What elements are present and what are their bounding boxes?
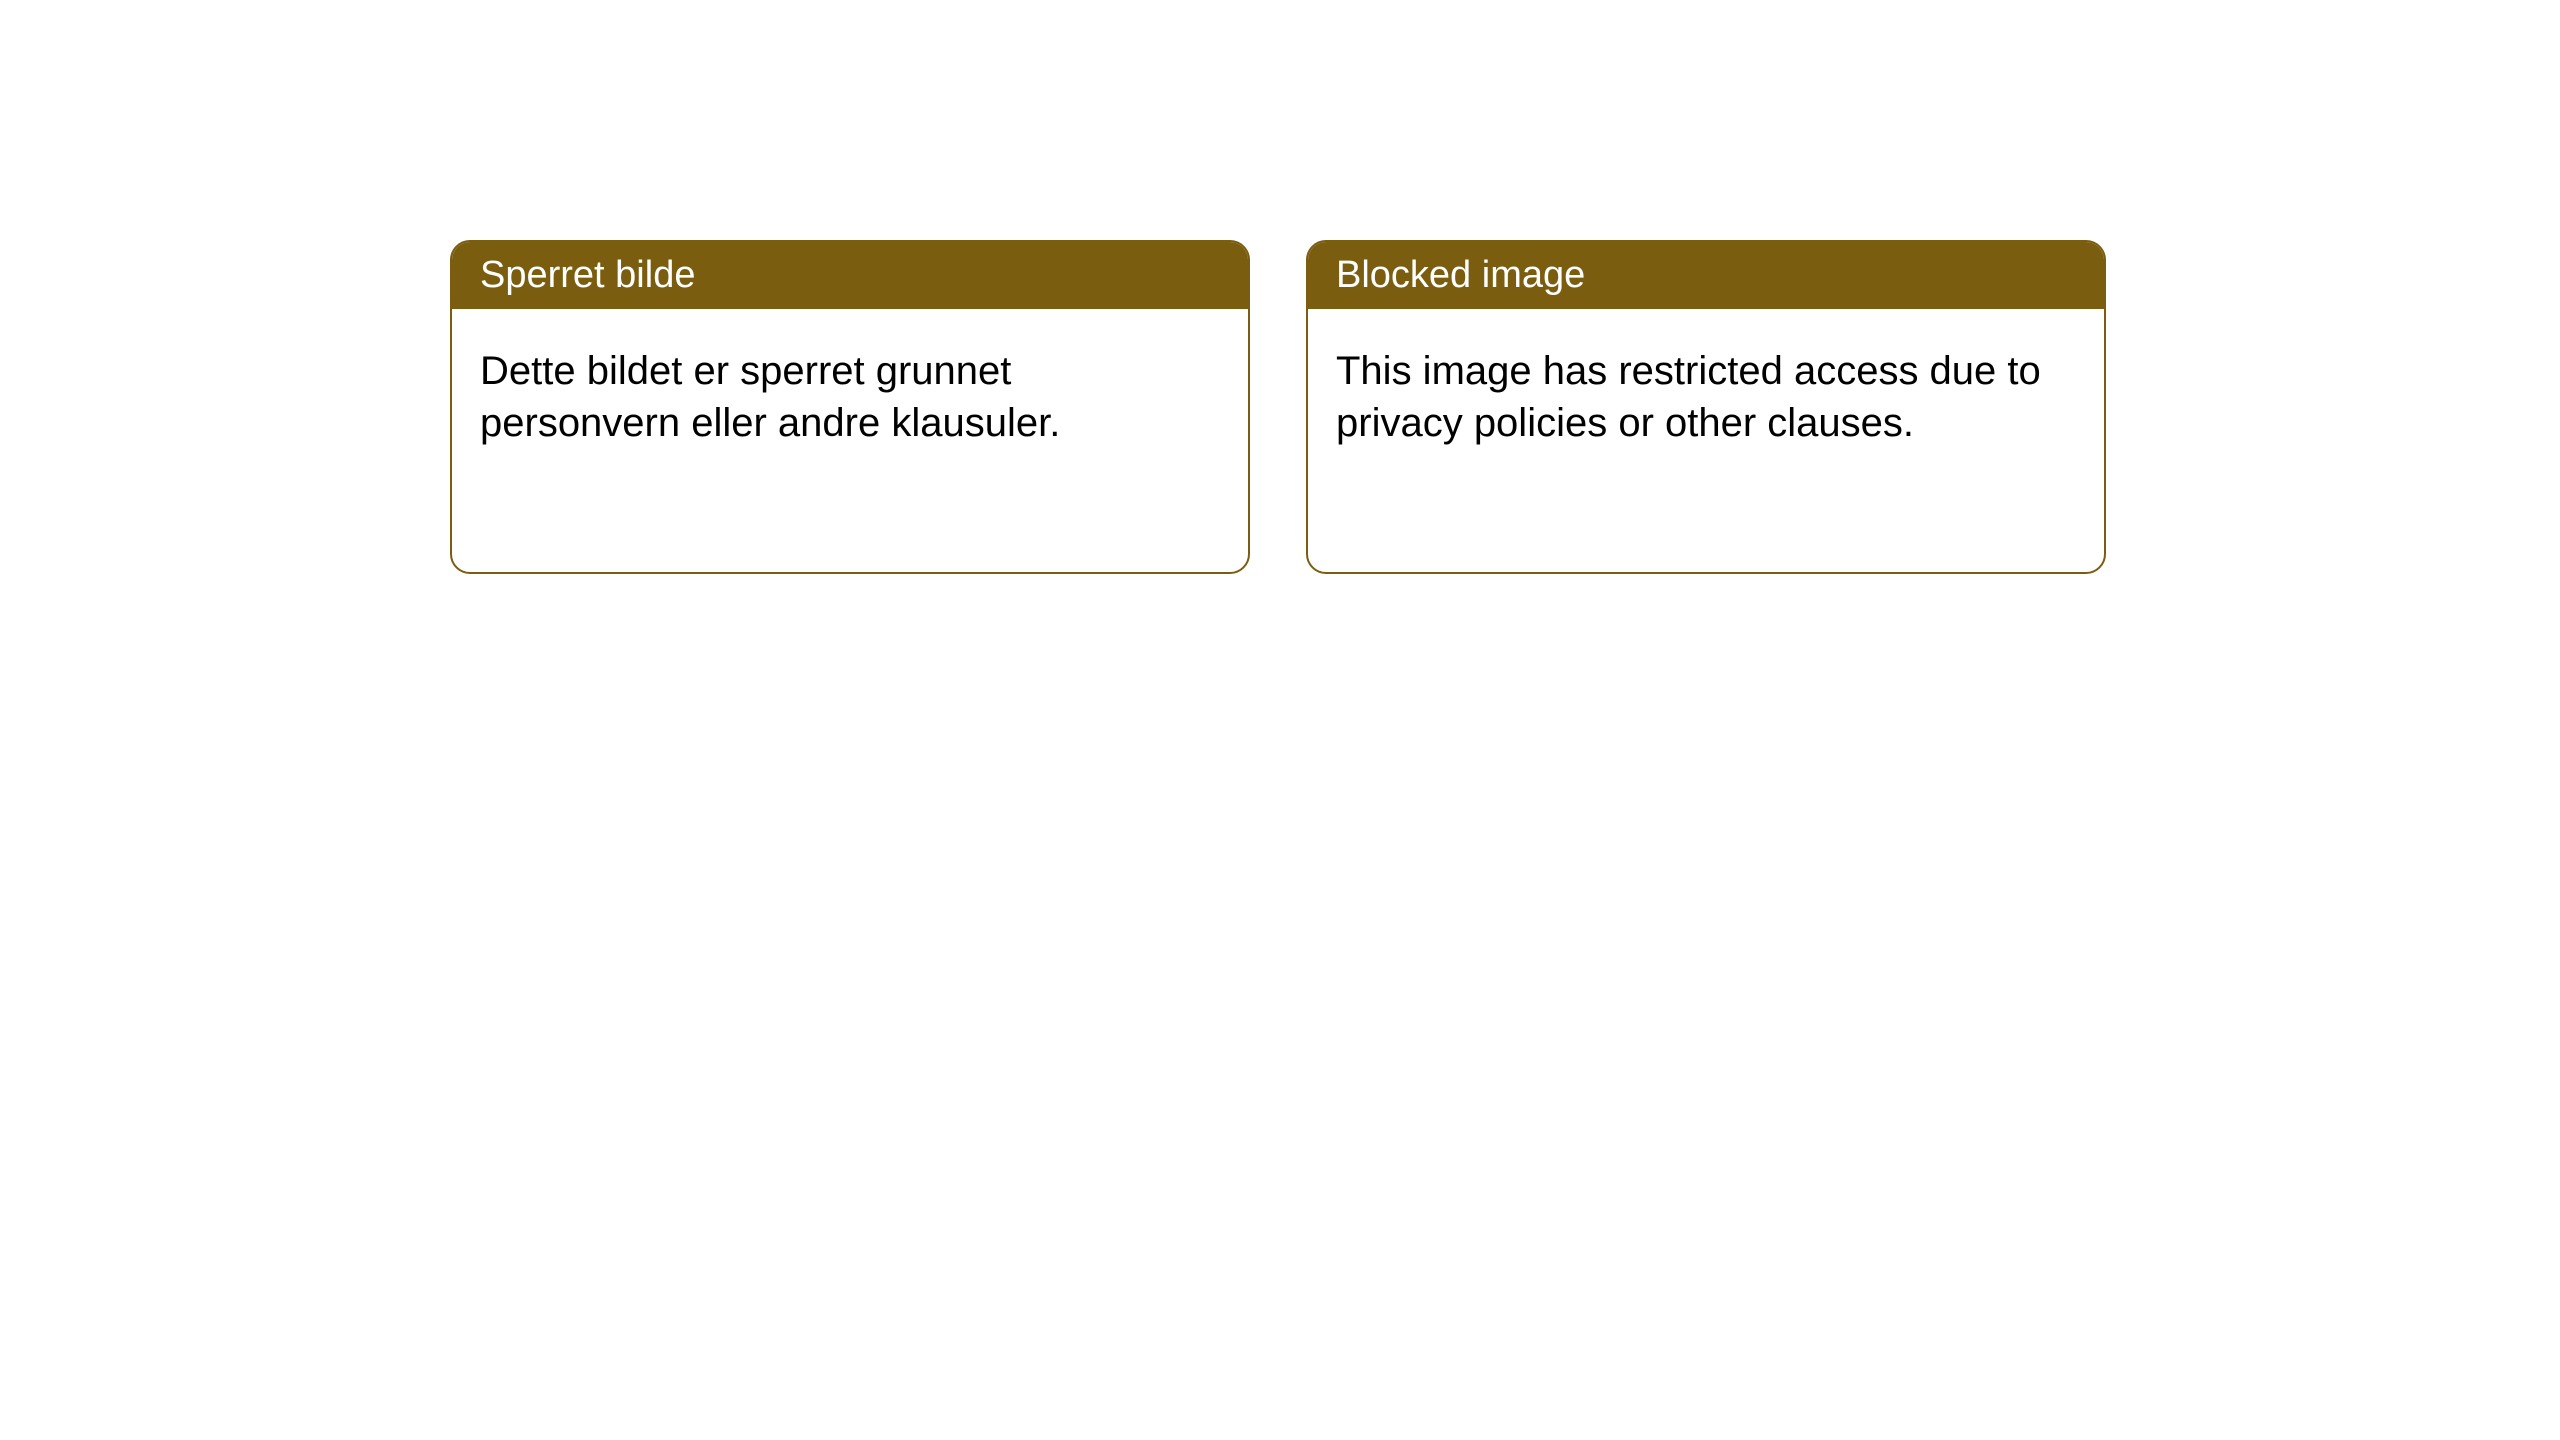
- notice-title: Blocked image: [1336, 254, 1585, 296]
- notice-body: This image has restricted access due to …: [1308, 309, 2104, 485]
- notice-card-norwegian: Sperret bilde Dette bildet er sperret gr…: [450, 240, 1250, 574]
- notice-header: Sperret bilde: [452, 242, 1248, 309]
- notice-body-text: Dette bildet er sperret grunnet personve…: [480, 349, 1060, 445]
- notice-body-text: This image has restricted access due to …: [1336, 349, 2041, 445]
- notice-title: Sperret bilde: [480, 254, 695, 296]
- notice-body: Dette bildet er sperret grunnet personve…: [452, 309, 1248, 485]
- notice-card-english: Blocked image This image has restricted …: [1306, 240, 2106, 574]
- notice-container: Sperret bilde Dette bildet er sperret gr…: [0, 0, 2560, 574]
- notice-header: Blocked image: [1308, 242, 2104, 309]
